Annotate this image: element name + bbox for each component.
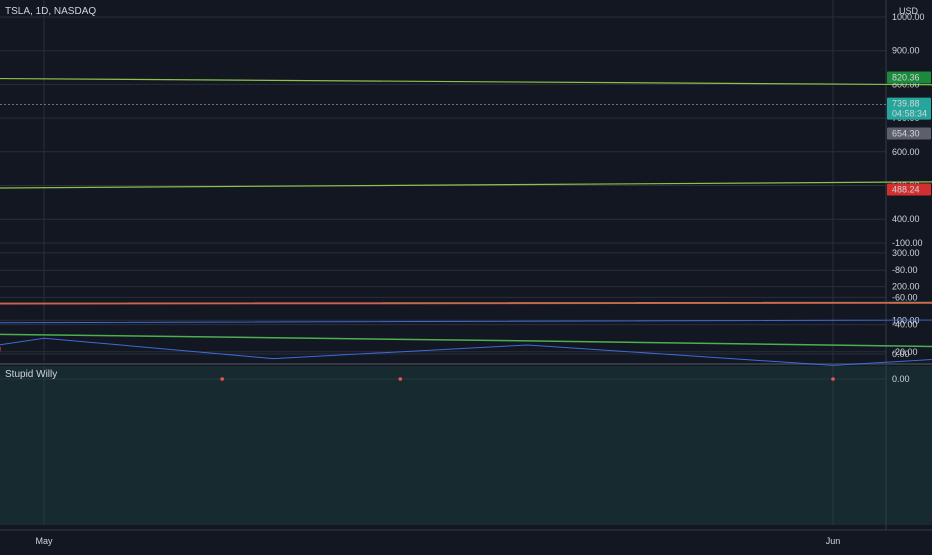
x-tick-label: Jun (826, 536, 841, 546)
y-tick-label: 600.00 (892, 147, 920, 157)
indicator-y-tick-label: -20.00 (892, 347, 918, 357)
currency-label: USD (899, 6, 918, 16)
overbought-dot (831, 377, 835, 381)
indicator-title[interactable]: Stupid Willy (5, 369, 57, 380)
x-tick-label: May (35, 536, 53, 546)
price-badge-countdown: 04:58:34 (892, 109, 927, 119)
indicator-y-tick-label: 0.00 (892, 374, 910, 384)
y-tick-label: 300.00 (892, 248, 920, 258)
indicator-y-tick-label: -40.00 (892, 320, 918, 330)
overbought-dot (399, 377, 403, 381)
y-tick-label: 900.00 (892, 46, 920, 56)
y-tick-label: 400.00 (892, 214, 920, 224)
indicator-y-tick-label: -80.00 (892, 265, 918, 275)
y-tick-label: 200.00 (892, 282, 920, 292)
overbought-dot (220, 377, 224, 381)
price-badge-text: 739.88 (892, 99, 920, 109)
indicator-y-tick-label: -100.00 (892, 238, 923, 248)
indicator-y-tick-label: -60.00 (892, 292, 918, 302)
price-badge-text: 820.36 (892, 73, 920, 83)
price-badge-text: 654.30 (892, 129, 920, 139)
indicator-shade (0, 366, 932, 525)
symbol-title[interactable]: TSLA, 1D, NASDAQ (5, 6, 96, 17)
price-badge-text: 488.24 (892, 184, 920, 194)
